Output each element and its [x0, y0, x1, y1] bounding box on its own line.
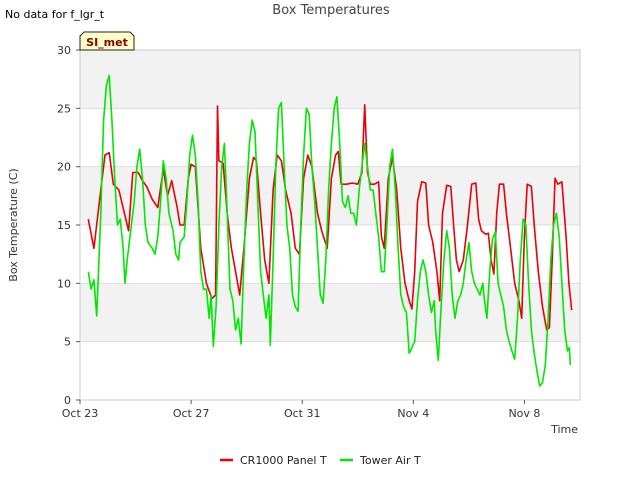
no-data-message: No data for f_lgr_t: [5, 8, 105, 21]
y-tick-label: 25: [57, 102, 71, 115]
x-tick-label: Oct 31: [284, 407, 321, 420]
x-tick-label: Nov 4: [397, 407, 429, 420]
y-tick-label: 0: [64, 394, 71, 407]
station-badge-label: SI_met: [86, 36, 128, 49]
x-tick-label: Oct 27: [173, 407, 210, 420]
y-tick-label: 10: [57, 277, 71, 290]
y-tick-label: 20: [57, 161, 71, 174]
grid-band: [80, 50, 580, 109]
legend-panel-t-label: CR1000 Panel T: [240, 454, 327, 467]
y-tick-label: 15: [57, 219, 71, 232]
x-tick-label: Nov 8: [508, 407, 540, 420]
y-tick-label: 5: [64, 336, 71, 349]
series-line-tower-air-t: [87, 74, 572, 387]
grid-band: [80, 283, 580, 342]
legend-tower-air-t-label: Tower Air T: [359, 454, 421, 467]
chart-title: Box Temperatures: [272, 3, 390, 18]
x-tick-label: Oct 23: [62, 407, 99, 420]
station-badge: [79, 31, 135, 51]
x-axis-label: Time: [550, 423, 578, 436]
y-axis-label: Box Temperature (C): [7, 168, 20, 281]
y-tick-label: 30: [57, 44, 71, 57]
